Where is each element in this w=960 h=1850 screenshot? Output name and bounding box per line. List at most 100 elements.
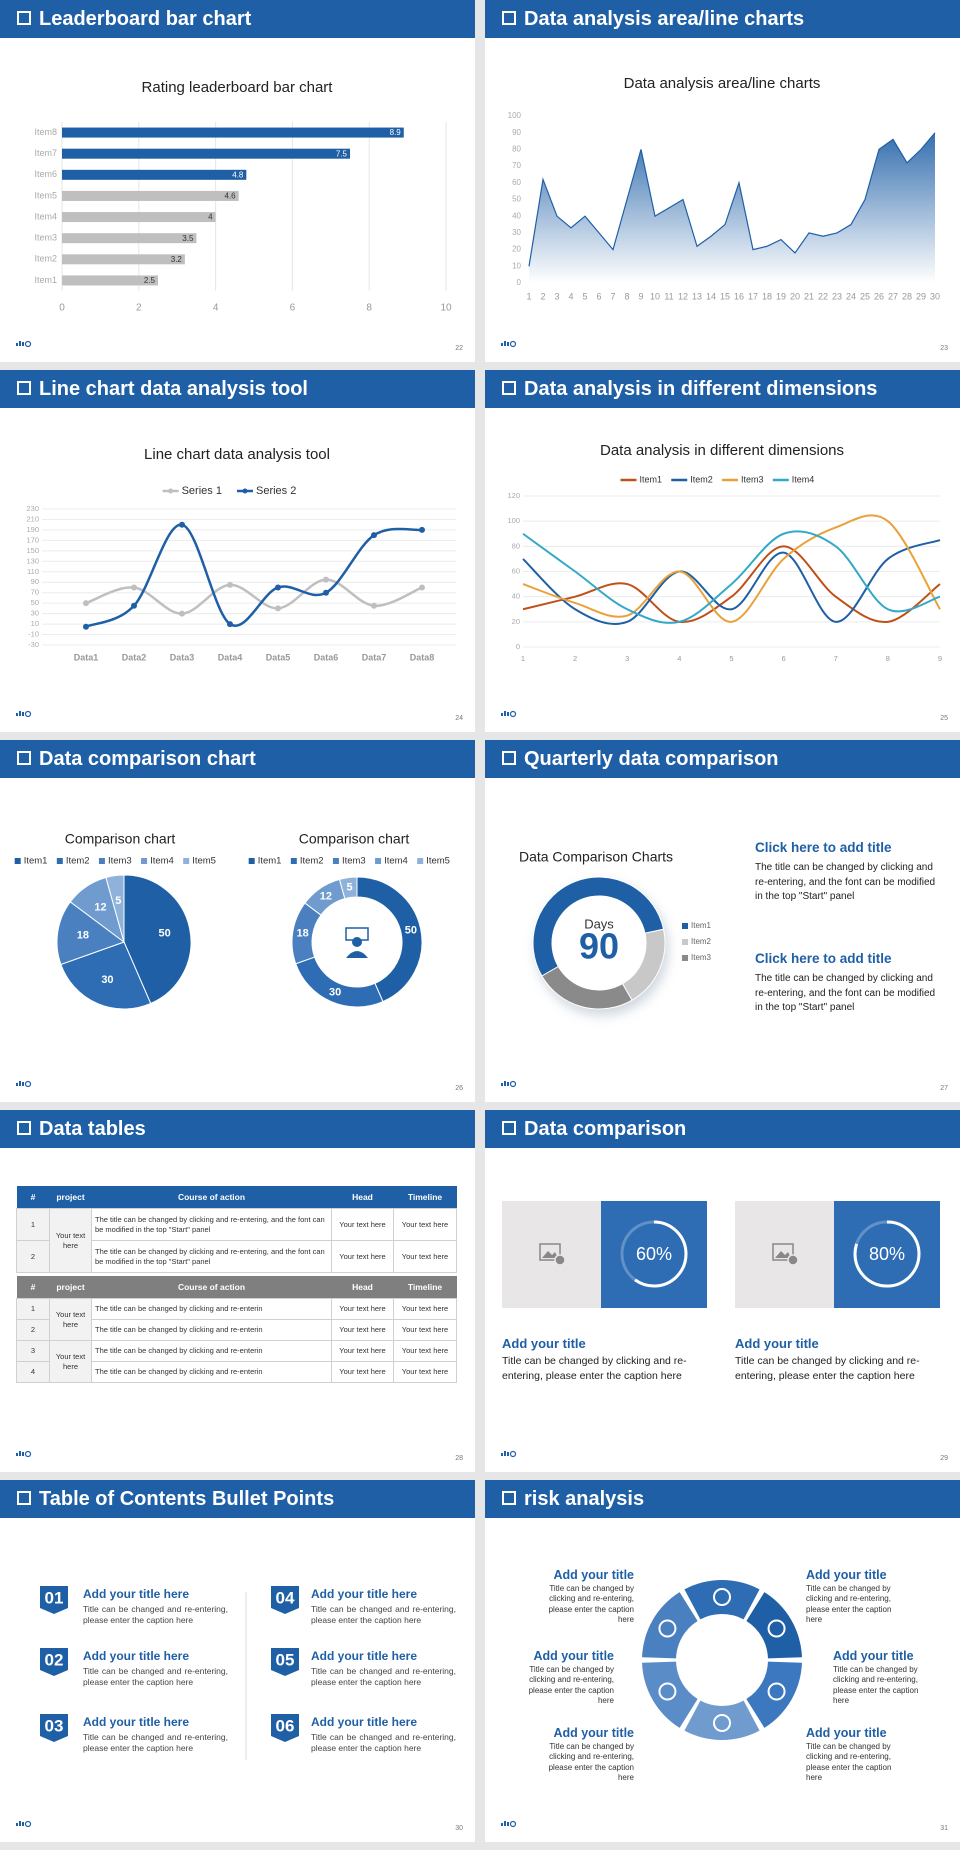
logo-bar <box>16 713 18 716</box>
slide: Data Comparison Charts Item1 Item2 Item3 Day… <box>485 740 960 1102</box>
row-number: 2 <box>16 1240 50 1273</box>
table-row: 1 Your text here The title can be changed … <box>16 1208 457 1273</box>
x-tick-label: 6 <box>782 654 786 663</box>
legend-label: Item1 <box>24 856 48 867</box>
risk-item: Add your title Title can be changed by cl… <box>499 1649 614 1707</box>
x-tick-label: 1 <box>526 291 531 301</box>
icon-plus <box>787 1254 799 1266</box>
number-badge <box>271 1714 299 1742</box>
chart-title: Data analysis in different dimensions <box>600 442 844 459</box>
slice <box>532 876 665 977</box>
x-tick-label: 3 <box>625 654 629 663</box>
x-tick-label: 19 <box>776 291 786 301</box>
slide-canvas: 01 02 03 04 05 06 <box>16 1586 299 1828</box>
toc-item: Add your title here Title can be changed … <box>83 1649 228 1688</box>
slice <box>356 876 423 1003</box>
number-badge <box>271 1586 299 1614</box>
ring-segment <box>684 1700 760 1740</box>
bar <box>62 127 404 138</box>
chart-title: Comparison chart <box>65 831 176 847</box>
table-cell: Your text here <box>393 1298 457 1320</box>
legend-label: Item3 <box>741 474 764 484</box>
legend-label: Item5 <box>426 856 450 867</box>
x-tick-label: 1 <box>521 654 525 663</box>
x-tick-label: 15 <box>720 291 730 301</box>
row-number: 2 <box>16 1319 50 1341</box>
icon-mountain <box>775 1251 791 1258</box>
x-tick-label: 5 <box>582 291 587 301</box>
bar <box>62 148 350 159</box>
badge-number: 03 <box>45 1716 64 1735</box>
table-cell: Your text here <box>331 1361 394 1383</box>
slide-title: Data comparison chart <box>39 748 256 770</box>
bar <box>62 254 185 265</box>
caption-text: Title can be changed by clicking and re-… <box>502 1355 687 1382</box>
x-tick-label: 30 <box>930 291 940 301</box>
item-title: Add your title here <box>311 1715 418 1729</box>
legend-label: Item4 <box>384 856 408 867</box>
y-tick-label: Item1 <box>34 275 57 285</box>
table-row: 1 Your text here The title can be changed … <box>16 1298 457 1341</box>
y-tick-label: 150 <box>26 546 39 555</box>
x-tick-label: 11 <box>664 291 673 301</box>
data-table: # project Course of action Head Timeline 1 You… <box>16 1276 457 1383</box>
slide-header: Quarterly data comparison <box>485 740 960 778</box>
chart-title: Data analysis area/line charts <box>624 75 821 92</box>
table-row: 3 Your text here The title can be changed … <box>16 1340 457 1383</box>
toc-item: Add your title here Title can be changed … <box>83 1587 228 1626</box>
legend-label: Item2 <box>300 856 324 867</box>
checkbox-icon <box>17 381 31 395</box>
slide-title: Table of Contents Bullet Points <box>39 1488 335 1510</box>
gauge-label: 60% <box>636 1244 672 1264</box>
x-tick-label: 9 <box>638 291 643 301</box>
icon-plus <box>554 1254 566 1266</box>
y-tick-label: 90 <box>31 577 39 586</box>
slide-title: risk analysis <box>524 1488 645 1510</box>
ring-segment <box>746 1592 802 1659</box>
y-tick-label: 40 <box>512 592 520 601</box>
x-tick-label: 14 <box>706 291 716 301</box>
slide-header: Data tables <box>0 1110 475 1148</box>
x-tick-label: 10 <box>650 291 660 301</box>
data-label: 8.9 <box>390 128 402 137</box>
row-number: 1 <box>16 1298 50 1320</box>
badge-number: 02 <box>45 1650 64 1669</box>
item-title: Add your title <box>806 1726 887 1740</box>
project-cell: Your text here <box>49 1340 92 1383</box>
icon-frame <box>539 1243 561 1261</box>
logo-bar <box>22 342 24 346</box>
x-tick-label: Data8 <box>410 652 435 662</box>
checkbox-icon <box>17 1491 31 1505</box>
checkbox-icon <box>502 11 516 25</box>
logo-dot <box>509 1450 517 1458</box>
icon-head <box>352 937 362 947</box>
logo-bar <box>16 1083 18 1086</box>
item-title: Add your title here <box>83 1587 190 1601</box>
series-line <box>522 545 941 623</box>
slide: 01 02 03 04 05 06 Table of Contents Bullet Poi… <box>0 1480 475 1842</box>
y-tick-label: 120 <box>507 491 520 500</box>
checkbox-icon <box>502 1121 516 1135</box>
x-tick-label: 20 <box>790 291 800 301</box>
item-text: Title can be changed and re-entering, pl… <box>83 1604 228 1626</box>
gauge-panel <box>834 1201 940 1308</box>
x-tick-label: 2 <box>540 291 545 301</box>
checkbox-icon <box>502 381 516 395</box>
slide-header: Leaderboard bar chart <box>0 0 475 38</box>
y-tick-label: 0 <box>517 278 522 287</box>
x-tick-label: 6 <box>596 291 601 301</box>
data-label: 30 <box>101 974 113 986</box>
icon-mountain <box>542 1251 558 1258</box>
x-tick-label: 8 <box>624 291 629 301</box>
legend-label: Item2 <box>66 856 90 867</box>
table-cell: Your text here <box>331 1319 394 1341</box>
table-cell: Your text here <box>331 1298 394 1320</box>
series-marker <box>131 602 137 609</box>
table-cell: The title can be changed by clicking and… <box>91 1298 332 1320</box>
slide-header: Data comparison chart <box>0 740 475 778</box>
slide: Data tables 28 # project Course of action Hea… <box>0 1110 475 1472</box>
y-tick-label: 60 <box>512 566 520 575</box>
header-cell: Course of action <box>177 1282 246 1292</box>
series-marker <box>323 589 329 596</box>
logo-bar <box>19 1451 21 1456</box>
